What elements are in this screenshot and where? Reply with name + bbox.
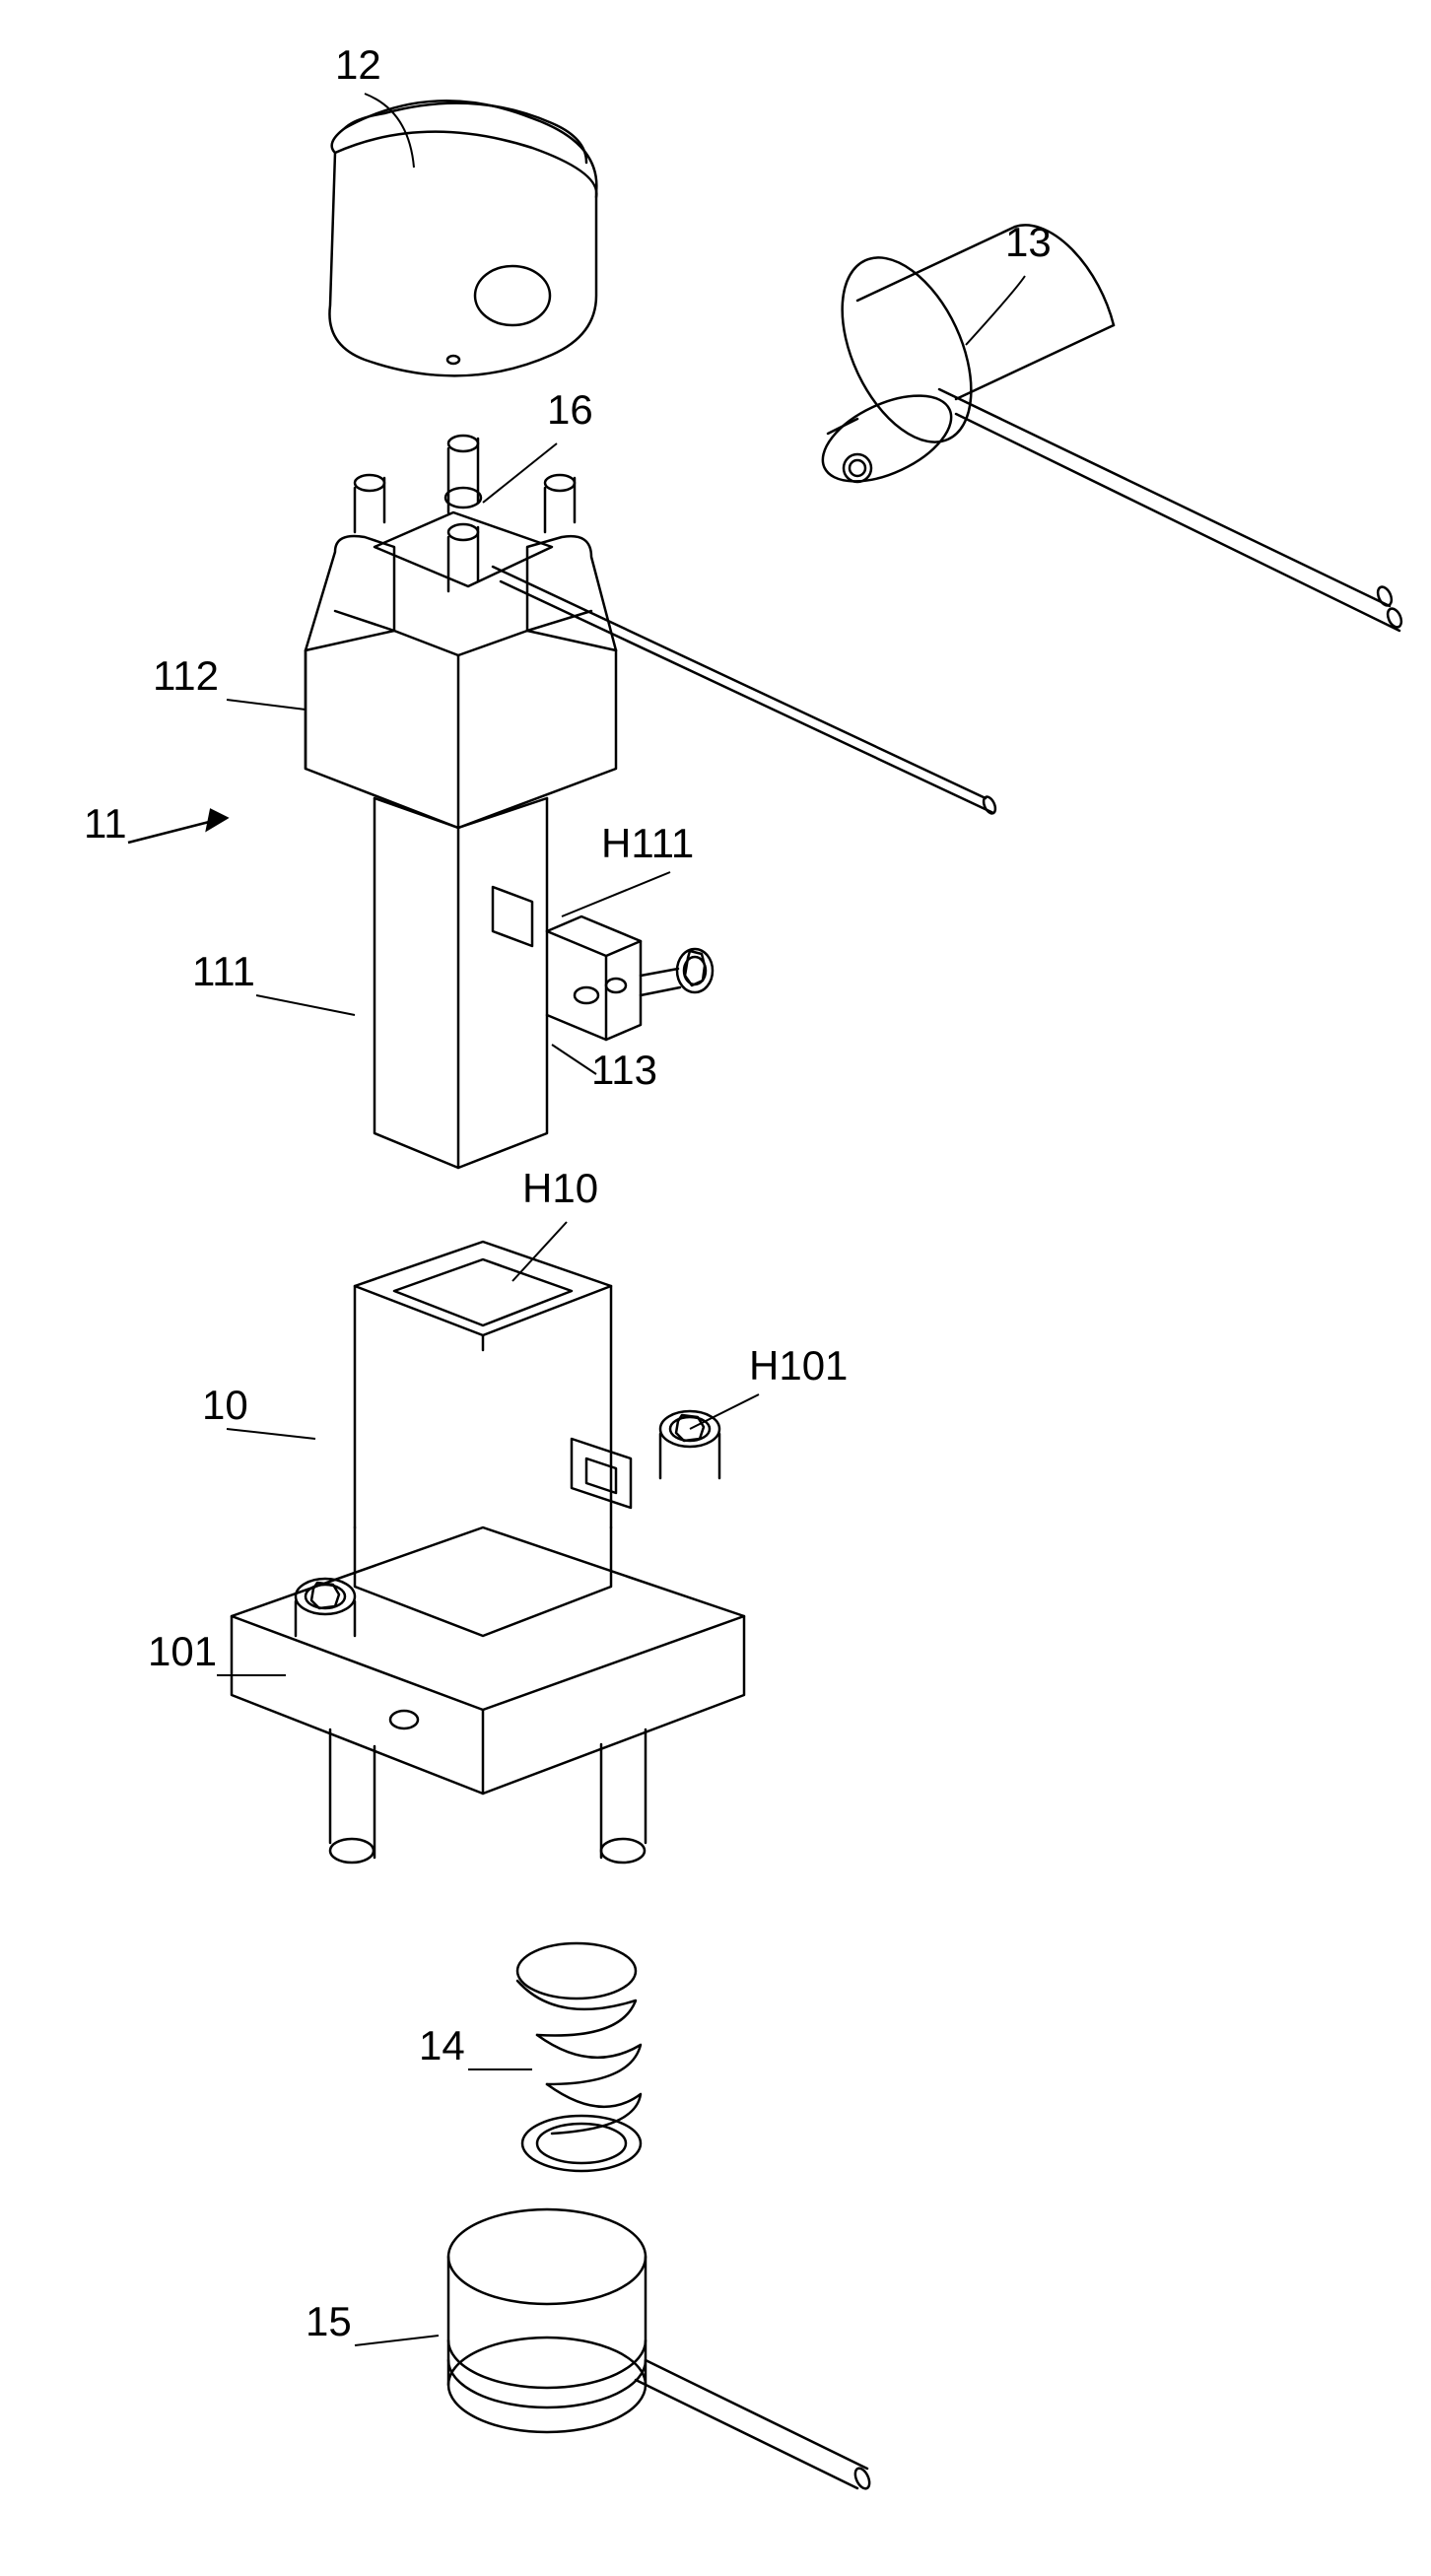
label-H111: H111 [601,820,694,866]
label-13: 13 [1005,219,1052,265]
part-15-cup [448,2209,872,2491]
leader-line [512,1222,567,1281]
leader-line [552,1045,596,1074]
part-13-cylinder-rods [810,225,1404,631]
label-H10: H10 [522,1165,598,1211]
leader-line [256,995,355,1015]
label-14: 14 [419,2022,465,2068]
part-111-shaft [375,798,547,1168]
leader-line [966,276,1025,345]
label-12: 12 [335,41,381,88]
part-112-head [306,436,997,828]
label-10: 10 [202,1382,248,1428]
label-16: 16 [547,386,593,433]
part-10-base [232,1242,744,1863]
leader-line [227,1429,315,1439]
part-12-cap [329,101,596,375]
label-15: 15 [306,2298,352,2344]
leader-line [227,700,306,710]
label-112: 112 [153,652,219,699]
label-H101: H101 [749,1342,848,1389]
label-11: 11 [84,800,127,847]
label-111: 111 [192,948,255,994]
exploded-assembly-figure: 12 13 16 112 11 H111 111 113 H10 H101 10 101 14 15 [0,0,1431,2576]
label-101: 101 [148,1628,217,1674]
part-14-spring [517,1943,641,2171]
leader-line [355,2336,439,2345]
arrow-11 [128,810,227,843]
leader-line [562,872,670,916]
part-113-clamp [493,887,713,1040]
label-113: 113 [591,1047,657,1093]
